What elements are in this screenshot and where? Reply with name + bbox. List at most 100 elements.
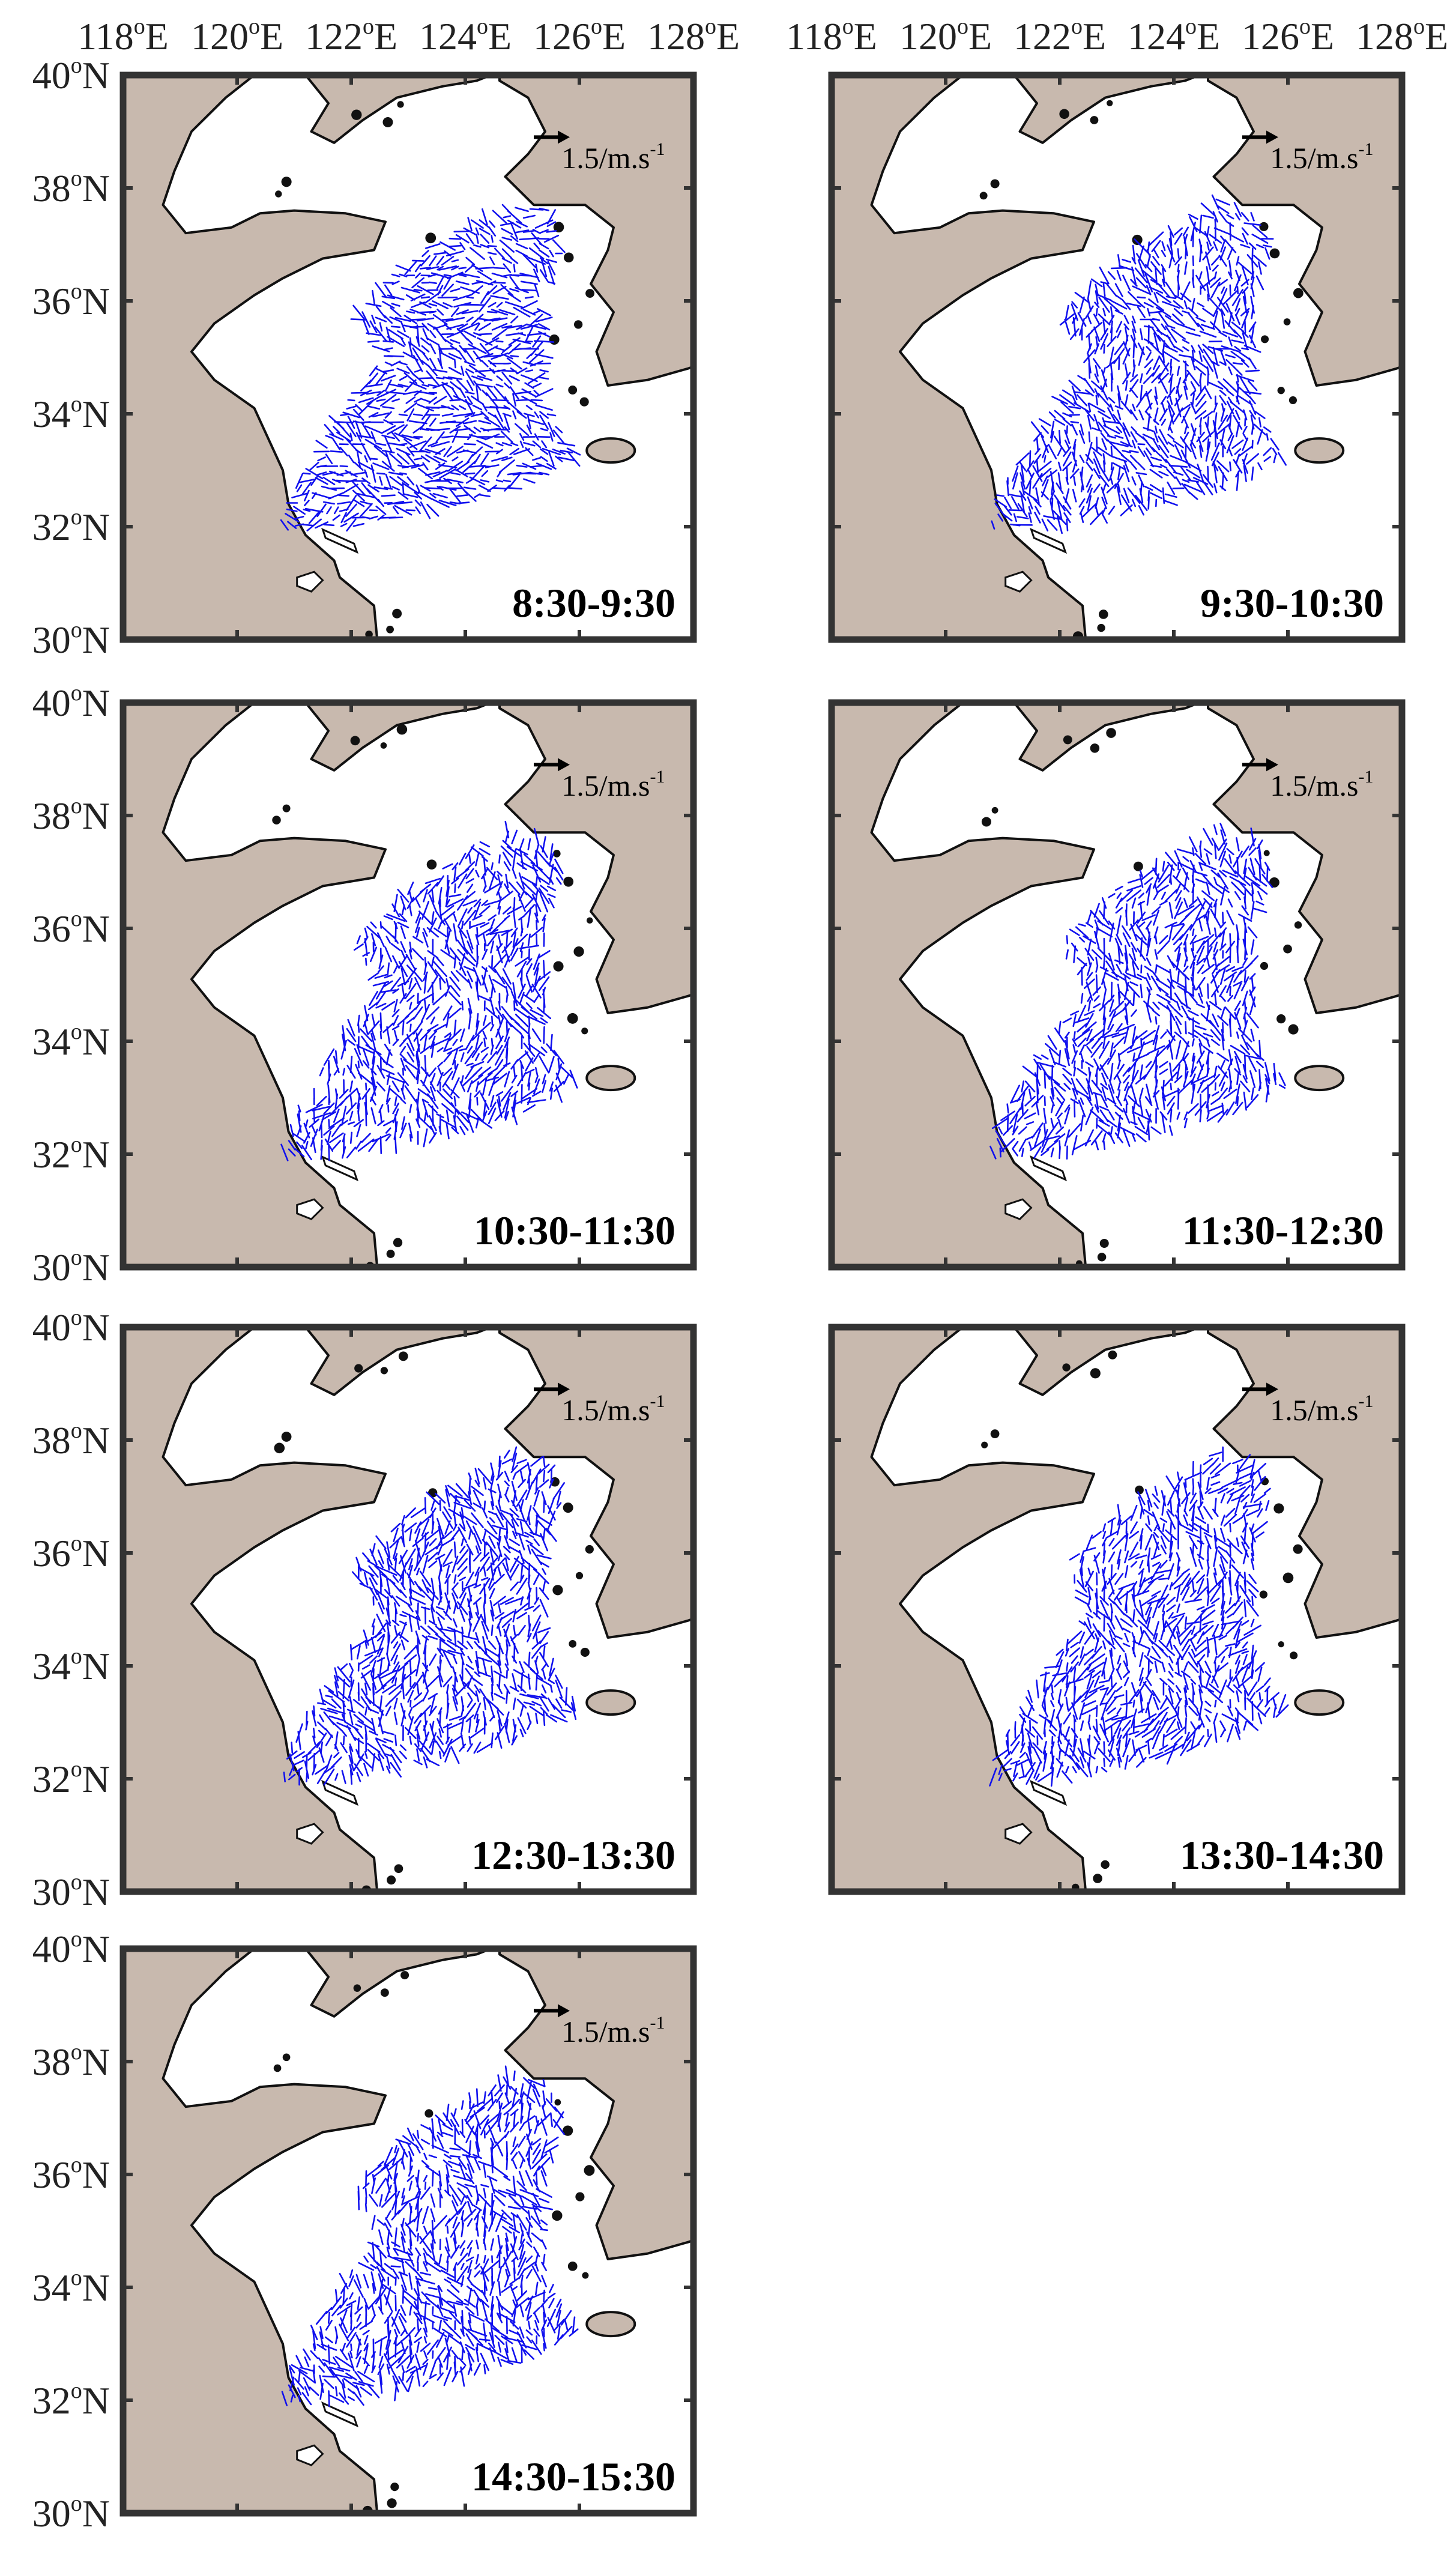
korean-peninsula-land <box>498 1327 693 1639</box>
scale-label: 1.5/m.s-1 <box>1270 767 1373 802</box>
island-dot <box>552 2210 563 2221</box>
latitude-tick-label: 32oN <box>32 504 110 548</box>
island-dot <box>1132 234 1143 246</box>
estuary-sandbar <box>321 527 359 554</box>
island-dot <box>1261 335 1269 343</box>
time-window-label: 9:30-10:30 <box>1200 580 1384 626</box>
island-dot <box>1090 1368 1101 1379</box>
velocity-scale-legend: 1.5/m.s-1 <box>534 2004 665 2048</box>
island-dot <box>394 1864 403 1874</box>
island-dot <box>1097 623 1105 632</box>
current-vectors <box>280 820 578 1161</box>
island-dot <box>567 1013 578 1024</box>
liaodong-land <box>304 1327 495 1396</box>
island-dot <box>567 2261 578 2271</box>
liaodong-land <box>1012 75 1203 144</box>
latitude-tick-label: 34oN <box>32 2265 110 2309</box>
jeju-island <box>585 1065 636 1092</box>
scale-arrow-head <box>558 1382 570 1396</box>
china-coast-land <box>123 1327 387 1892</box>
scale-arrow-head <box>558 2004 570 2018</box>
island-dot <box>584 2165 595 2176</box>
island-dot <box>425 232 436 244</box>
longitude-tick-label: 122oE <box>305 14 397 58</box>
velocity-scale-legend: 1.5/m.s-1 <box>1242 758 1374 802</box>
longitude-tick-label: 118oE <box>786 14 877 58</box>
longitude-tick-label: 128oE <box>647 14 740 58</box>
china-coast-land <box>123 75 387 640</box>
scale-arrow-head <box>558 758 570 772</box>
latitude-tick-label: 36oN <box>32 279 110 322</box>
estuary-sandbar <box>321 1155 359 1182</box>
latitude-tick-label: 30oN <box>32 1245 110 1289</box>
scale-label: 1.5/m.s-1 <box>561 139 665 175</box>
velocity-scale-legend: 1.5/m.s-1 <box>534 130 665 175</box>
jeju-island <box>1294 437 1345 464</box>
island-dot <box>563 252 574 263</box>
island-dot <box>1259 1590 1268 1599</box>
inland-lake <box>296 2444 324 2466</box>
latitude-tick-label: 32oN <box>32 2378 110 2422</box>
island-dot <box>1278 1641 1284 1648</box>
map-panel: 1.5/m.s-1 11:30-12:30 <box>828 699 1406 1271</box>
island-dot <box>351 109 362 120</box>
longitude-tick-label: 120oE <box>899 14 992 58</box>
island-dot <box>553 850 561 858</box>
island-dot <box>339 1273 348 1282</box>
island-dot <box>575 2192 585 2201</box>
island-dot <box>428 1488 438 1498</box>
island-dot <box>552 1585 563 1596</box>
island-dot <box>549 334 560 345</box>
island-dot <box>281 1432 292 1442</box>
jeju-island <box>585 1689 636 1716</box>
island-dot <box>574 320 583 329</box>
island-dot <box>1276 1014 1286 1024</box>
island-dot <box>563 1502 573 1513</box>
korean-peninsula-land <box>1207 75 1402 387</box>
island-dot <box>1269 248 1280 259</box>
liaodong-land <box>304 75 495 144</box>
velocity-scale-legend: 1.5/m.s-1 <box>534 758 665 802</box>
island-dot <box>563 2125 573 2136</box>
top-longitude-ticks: 118oE 120oE 122oE 124oE 126oE 128oE 118oE 120oE… <box>77 14 1448 58</box>
scale-label: 1.5/m.s-1 <box>561 767 665 802</box>
island-dot <box>990 1429 1000 1439</box>
velocity-scale-legend: 1.5/m.s-1 <box>1242 1382 1374 1427</box>
island-dot <box>1293 1544 1303 1554</box>
inland-lake <box>296 570 324 593</box>
island-dot <box>380 1367 388 1375</box>
latitude-tick-label: 40oN <box>32 680 110 724</box>
island-dot <box>272 816 281 825</box>
latitude-tick-label: 34oN <box>32 392 110 435</box>
longitude-tick-label: 124oE <box>1128 14 1220 58</box>
panel-frame <box>828 1324 1406 1895</box>
island-dot <box>1090 743 1100 753</box>
island-dot <box>398 1351 408 1361</box>
latitude-tick-label: 38oN <box>32 2039 110 2083</box>
time-window-label: 10:30-11:30 <box>474 1208 675 1253</box>
map-panel: 1.5/m.s-1 13:30-14:30 <box>828 1324 1406 1895</box>
island-dot <box>342 1900 351 1910</box>
longitude-tick-label: 122oE <box>1013 14 1106 58</box>
map-panel: 1.5/m.s-1 8:30-9:30 40oN 38oN 36oN 34oN 32oN 30… <box>32 53 697 661</box>
liaodong-land <box>1012 1327 1203 1396</box>
island-dot <box>1099 1238 1109 1248</box>
island-dot <box>580 1647 590 1657</box>
scale-label: 1.5/m.s-1 <box>1270 139 1373 175</box>
island-dot <box>1263 850 1270 856</box>
inland-lake <box>296 1198 324 1220</box>
estuary-sandbar <box>1029 1779 1068 1806</box>
map-panel: 1.5/m.s-1 9:30-10:30 <box>828 71 1406 643</box>
island-dot <box>586 917 593 924</box>
island-dot <box>1059 109 1069 120</box>
island-dot <box>1283 318 1291 325</box>
panel-frame <box>828 699 1406 1271</box>
island-dot <box>274 1442 285 1454</box>
latitude-tick-label: 34oN <box>32 1019 110 1063</box>
island-dot <box>1269 877 1279 888</box>
china-coast-land <box>832 1327 1095 1892</box>
time-window-label: 11:30-12:30 <box>1182 1208 1384 1253</box>
current-vectors <box>991 194 1287 534</box>
island-dot <box>991 806 998 814</box>
